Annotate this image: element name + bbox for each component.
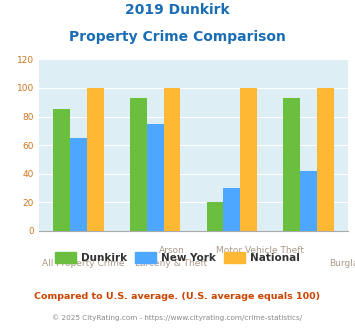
Text: Property Crime Comparison: Property Crime Comparison <box>69 30 286 44</box>
Bar <box>53 110 70 231</box>
Bar <box>223 188 240 231</box>
Bar <box>240 88 257 231</box>
Bar <box>300 171 317 231</box>
Bar <box>130 98 147 231</box>
Bar <box>207 202 223 231</box>
Text: © 2025 CityRating.com - https://www.cityrating.com/crime-statistics/: © 2025 CityRating.com - https://www.city… <box>53 314 302 321</box>
Text: All Property Crime: All Property Crime <box>42 259 124 268</box>
Bar <box>164 88 180 231</box>
Text: Compared to U.S. average. (U.S. average equals 100): Compared to U.S. average. (U.S. average … <box>34 292 321 301</box>
Text: Motor Vehicle Theft: Motor Vehicle Theft <box>215 246 304 255</box>
Bar <box>87 88 104 231</box>
Bar <box>317 88 334 231</box>
Bar <box>147 124 164 231</box>
Bar <box>283 98 300 231</box>
Legend: Dunkirk, New York, National: Dunkirk, New York, National <box>50 248 305 267</box>
Bar <box>70 138 87 231</box>
Text: Arson: Arson <box>159 246 184 255</box>
Text: 2019 Dunkirk: 2019 Dunkirk <box>125 3 230 17</box>
Text: Burglary: Burglary <box>329 259 355 268</box>
Text: Larceny & Theft: Larceny & Theft <box>135 259 207 268</box>
